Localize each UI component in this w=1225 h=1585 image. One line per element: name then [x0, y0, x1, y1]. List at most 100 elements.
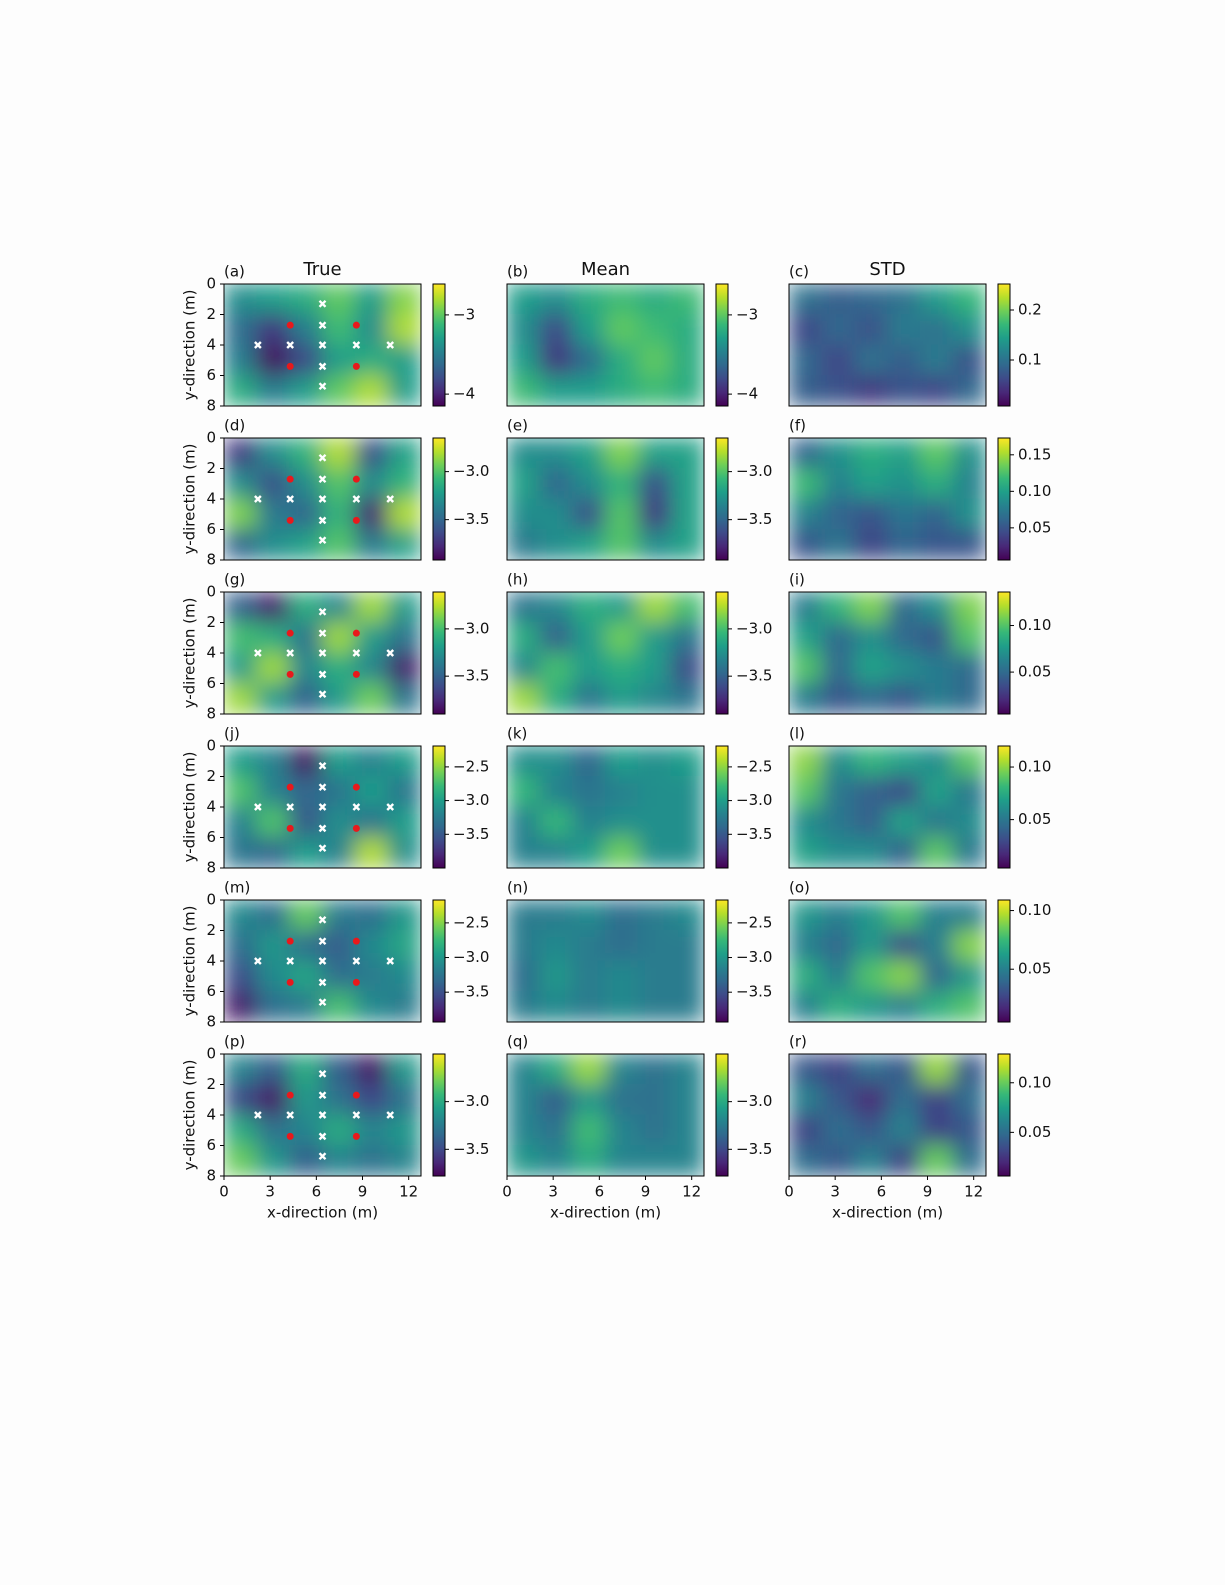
heatmap-cell	[887, 375, 921, 406]
pumping-well	[286, 978, 294, 986]
observation-point	[318, 761, 327, 770]
colorbar-tick-label: −2.5	[736, 757, 772, 775]
heatmap-cell	[637, 1054, 672, 1085]
heatmap-cell	[952, 652, 986, 684]
heatmap-cell	[224, 1084, 258, 1116]
heatmap-cell	[854, 1145, 888, 1176]
heatmap-cell	[387, 622, 421, 654]
heatmap-cell	[854, 592, 888, 623]
heatmap-cell	[605, 837, 639, 868]
colorbar	[432, 283, 446, 407]
observation-point	[352, 495, 361, 503]
heatmap-cell	[256, 930, 291, 962]
x-axis-label: x-direction (m)	[832, 1204, 943, 1222]
heatmap-cell	[354, 284, 389, 315]
colorbar-tick-label: −3.5	[736, 667, 772, 685]
heatmap-cell	[789, 468, 823, 500]
heatmap-cell	[322, 806, 356, 838]
colorbar-tick-label: 0.05	[1018, 1123, 1051, 1141]
colorbar	[997, 591, 1011, 715]
heatmap-cell	[507, 930, 541, 962]
observation-point	[318, 1111, 327, 1119]
heatmap-cell	[322, 284, 356, 315]
heatmap-cell	[289, 1114, 323, 1146]
colorbar-tick-label: −3.5	[736, 510, 772, 528]
heatmap	[224, 438, 421, 560]
heatmap-cell	[256, 375, 291, 406]
heatmap-cell	[637, 498, 672, 530]
heatmap-cell	[789, 746, 823, 777]
observation-point	[286, 957, 295, 965]
colorbar-tick-label: 0.10	[1018, 616, 1051, 634]
pumping-well	[352, 937, 360, 945]
heatmap-cell	[387, 529, 421, 560]
heatmap-cell	[821, 1054, 856, 1085]
heatmap-cell	[887, 498, 921, 530]
observation-point	[286, 495, 295, 503]
heatmap-cell	[507, 344, 541, 376]
heatmap-cell	[507, 468, 541, 500]
heatmap-cell	[821, 652, 856, 684]
colorbar-tick-label: −3.0	[736, 948, 772, 966]
heatmap-cell	[952, 344, 986, 376]
colorbar-tick-label: −3.5	[736, 1140, 772, 1158]
heatmap-cell	[854, 746, 888, 777]
heatmap-cell	[354, 1054, 389, 1085]
heatmap-cell	[387, 1145, 421, 1176]
heatmap-cell	[821, 529, 856, 560]
heatmap-cell	[224, 776, 258, 808]
pumping-well	[286, 783, 294, 791]
x-tick-label: 0	[219, 1183, 229, 1201]
panel-label: (j)	[224, 725, 240, 743]
heatmap-cell	[605, 746, 639, 777]
observation-point	[318, 957, 327, 965]
heatmap-cell	[354, 900, 389, 931]
heatmap-cell	[572, 1054, 606, 1085]
heatmap-cell	[572, 498, 606, 530]
heatmap-cell	[605, 806, 639, 838]
heatmap-cell	[539, 776, 574, 808]
panel-label: (a)	[224, 263, 245, 281]
heatmap-cell	[539, 622, 574, 654]
y-tick-label: 4	[206, 490, 216, 508]
heatmap-cell	[919, 806, 954, 838]
heatmap-cell	[572, 930, 606, 962]
heatmap-cell	[256, 746, 291, 777]
heatmap-cell	[605, 991, 639, 1022]
heatmap-cell	[387, 1054, 421, 1085]
heatmap-cell	[322, 960, 356, 992]
y-tick-label: 6	[206, 674, 216, 692]
x-tick-label: 9	[923, 1183, 933, 1201]
heatmap-cell	[289, 622, 323, 654]
heatmap-cell	[952, 314, 986, 346]
heatmap-cell	[572, 900, 606, 931]
heatmap	[224, 284, 421, 406]
heatmap-cell	[919, 438, 954, 469]
heatmap-cell	[354, 746, 389, 777]
observation-point	[386, 957, 395, 965]
heatmap-cell	[670, 930, 704, 962]
heatmap-cell	[289, 1054, 323, 1085]
heatmap-cells	[789, 592, 986, 714]
colorbar-tick-label: 0.05	[1018, 663, 1051, 681]
y-tick-label: 2	[206, 459, 216, 477]
heatmap-cell	[789, 1084, 823, 1116]
observation-point	[254, 649, 262, 657]
heatmap	[789, 284, 986, 406]
heatmap-cells	[507, 900, 704, 1022]
plot-frame	[506, 745, 705, 869]
heatmap-cell	[887, 1084, 921, 1116]
heatmap-cell	[354, 1145, 389, 1176]
heatmap-cells	[224, 1054, 421, 1176]
heatmap-cell	[821, 900, 856, 931]
heatmap-cell	[854, 529, 888, 560]
heatmap-cell	[821, 284, 856, 315]
y-tick-label: 6	[206, 828, 216, 846]
heatmap-cell	[354, 652, 389, 684]
panel-label: (n)	[507, 879, 528, 897]
heatmap-cell	[539, 746, 574, 777]
x-tick-label: 0	[502, 1183, 512, 1201]
heatmap-cell	[919, 1054, 954, 1085]
heatmap-cell	[322, 1145, 356, 1176]
heatmap	[507, 746, 704, 868]
